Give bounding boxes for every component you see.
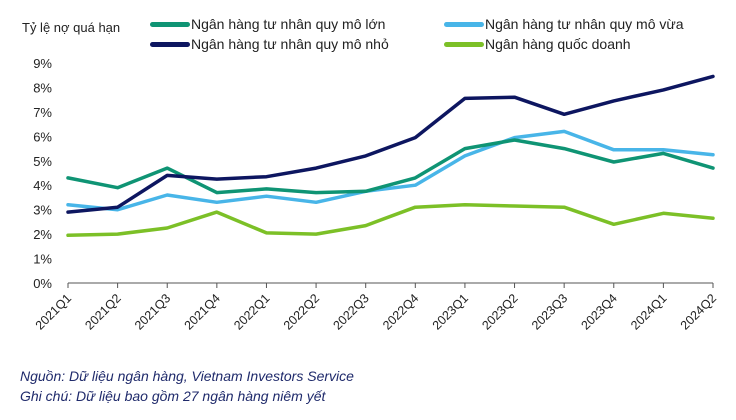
x-tick-label: 2021Q1 <box>33 291 74 332</box>
y-tick-label: 8% <box>33 80 52 95</box>
x-tick-label: 2021Q4 <box>182 291 223 332</box>
y-tick-label: 2% <box>33 227 52 242</box>
x-tick-label: 2022Q3 <box>330 291 371 332</box>
x-tick-label: 2022Q2 <box>281 291 322 332</box>
y-tick-label: 1% <box>33 252 52 267</box>
series-line-state <box>66 203 715 238</box>
x-tick-label: 2024Q1 <box>628 291 669 332</box>
legend-label-small: Ngân hàng tư nhân quy mô nhỏ <box>191 36 389 52</box>
y-tick-label: 0% <box>33 276 52 291</box>
legend-swatch-large <box>150 21 190 27</box>
legend-item-small: Ngân hàng tư nhân quy mô nhỏ <box>150 36 389 52</box>
x-tick-label: 2024Q2 <box>678 291 719 332</box>
remark-note: Ghi chú: Dữ liệu bao gồm 27 ngân hàng ni… <box>20 388 326 404</box>
x-tick-label: 2023Q2 <box>479 291 520 332</box>
x-tick-label: 2021Q3 <box>132 291 173 332</box>
legend-label-state: Ngân hàng quốc doanh <box>485 36 631 52</box>
legend-swatch-small <box>150 41 190 47</box>
legend-label-large: Ngân hàng tư nhân quy mô lớn <box>191 16 386 32</box>
legend-item-large: Ngân hàng tư nhân quy mô lớn <box>150 16 385 32</box>
series-line-medium <box>66 129 715 212</box>
y-tick-label: 3% <box>33 203 52 218</box>
legend-item-state: Ngân hàng quốc doanh <box>444 36 631 52</box>
y-tick-label: 4% <box>33 178 52 193</box>
x-tick-label: 2023Q3 <box>529 291 570 332</box>
legend-label-medium: Ngân hàng tư nhân quy mô vừa <box>485 16 684 32</box>
x-tick-label: 2022Q4 <box>380 291 421 332</box>
legend-swatch-state <box>444 41 484 47</box>
source-note: Nguồn: Dữ liệu ngân hàng, Vietnam Invest… <box>20 368 354 384</box>
y-tick-label: 6% <box>33 129 52 144</box>
series-line-small <box>66 74 715 214</box>
x-tick-label: 2023Q1 <box>430 291 471 332</box>
x-tick-label: 2022Q1 <box>231 291 272 332</box>
y-tick-label: 9% <box>33 56 52 71</box>
x-tick-label: 2023Q4 <box>579 291 620 332</box>
legend-item-medium: Ngân hàng tư nhân quy mô vừa <box>444 16 684 32</box>
x-tick-label: 2021Q2 <box>82 291 123 332</box>
legend-swatch-medium <box>444 21 484 27</box>
y-tick-label: 7% <box>33 105 52 120</box>
series-line-large <box>66 138 715 195</box>
y-tick-label: 5% <box>33 154 52 169</box>
y-axis-title: Tỷ lệ nợ quá hạn <box>22 20 121 35</box>
